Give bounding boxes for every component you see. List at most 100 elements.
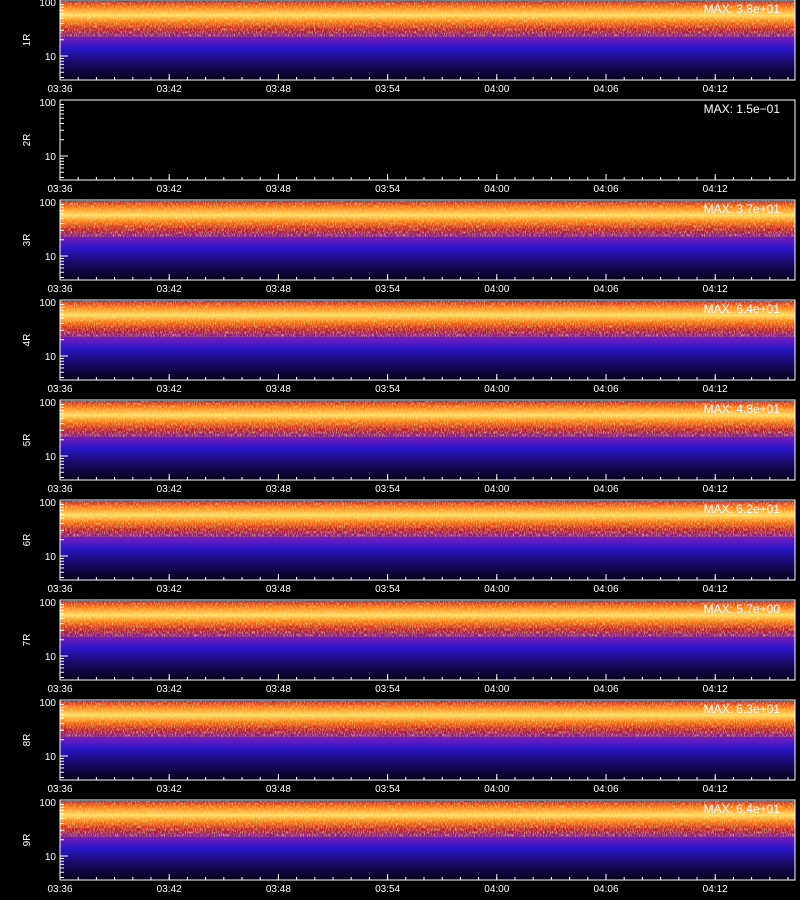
x-tick-label: 04:12: [703, 784, 728, 795]
y-tick-label: 10: [45, 552, 57, 563]
x-tick-label: 04:12: [703, 284, 728, 295]
y-tick-label: 100: [39, 198, 56, 209]
x-tick-label: 04:06: [593, 584, 618, 595]
panel-9r: 100 10 9R MAX: 6.4e+01 03:36 03:42 03:48 03:54 0…: [22, 798, 796, 895]
max-label: MAX: 6.2e+01: [704, 502, 781, 516]
x-tick-label: 04:06: [593, 284, 618, 295]
panel-6r: 100 10 6R MAX: 6.2e+01 03:36 03:42 03:48 03:54 0…: [22, 498, 796, 595]
x-tick-label: 03:54: [375, 284, 400, 295]
x-tick-label: 04:00: [484, 184, 509, 195]
y-tick-label: 100: [39, 0, 56, 9]
y-tick-label: 100: [39, 298, 56, 309]
heatmap-speckle: [60, 301, 795, 337]
x-tick-label: 04:12: [703, 484, 728, 495]
max-label: MAX: 1.5e−01: [704, 102, 781, 116]
x-tick-label: 04:12: [703, 184, 728, 195]
x-tick-label: 04:12: [703, 584, 728, 595]
panel-label: 5R: [22, 434, 33, 447]
y-tick-label: 100: [39, 498, 56, 509]
x-tick-label: 03:48: [266, 384, 291, 395]
x-tick-label: 03:36: [47, 84, 72, 95]
y-tick-label: 100: [39, 98, 56, 109]
x-tick-label: 03:36: [47, 684, 72, 695]
x-tick-label: 04:00: [484, 784, 509, 795]
y-tick-label: 10: [45, 452, 57, 463]
panel-3r: 100 10 3R MAX: 3.7e+01 03:36 03:42 03:48 03:54 0…: [22, 198, 796, 295]
x-tick-label: 04:06: [593, 484, 618, 495]
x-tick-label: 04:12: [703, 684, 728, 695]
x-tick-label: 03:48: [266, 184, 291, 195]
x-tick-label: 03:48: [266, 684, 291, 695]
x-tick-label: 03:42: [157, 284, 182, 295]
x-tick-label: 04:12: [703, 884, 728, 895]
x-tick-label: 03:42: [157, 84, 182, 95]
x-tick-label: 03:36: [47, 384, 72, 395]
y-tick-label: 10: [45, 752, 57, 763]
x-tick-label: 03:54: [375, 584, 400, 595]
x-tick-label: 03:36: [47, 784, 72, 795]
x-tick-label: 03:36: [47, 484, 72, 495]
panel-label: 3R: [22, 234, 33, 247]
x-tick-label: 03:36: [47, 284, 72, 295]
y-tick-label: 100: [39, 798, 56, 809]
x-tick-label: 03:48: [266, 484, 291, 495]
x-tick-label: 04:00: [484, 884, 509, 895]
x-tick-label: 04:00: [484, 284, 509, 295]
x-tick-label: 04:06: [593, 84, 618, 95]
max-label: MAX: 3.8e+01: [704, 2, 781, 16]
x-tick-label: 04:06: [593, 184, 618, 195]
panel-label: 1R: [22, 34, 33, 47]
x-tick-label: 03:48: [266, 584, 291, 595]
y-tick-label: 10: [45, 652, 57, 663]
panel-5r: 100 10 5R MAX: 4.8e+01 03:36 03:42 03:48 03:54 0…: [22, 398, 796, 495]
x-tick-label: 03:42: [157, 884, 182, 895]
x-tick-label: 03:54: [375, 384, 400, 395]
panel-label: 4R: [22, 334, 33, 347]
x-tick-label: 04:06: [593, 384, 618, 395]
y-tick-label: 100: [39, 698, 56, 709]
x-tick-label: 04:00: [484, 584, 509, 595]
panel-8r: 100 10 8R MAX: 6.3e+01 03:36 03:42 03:48 03:54 0…: [22, 698, 796, 795]
x-tick-label: 04:00: [484, 384, 509, 395]
x-tick-label: 04:12: [703, 384, 728, 395]
heatmap-speckle: [60, 601, 795, 637]
x-tick-label: 03:42: [157, 784, 182, 795]
panel-label: 8R: [22, 734, 33, 747]
x-tick-label: 03:54: [375, 84, 400, 95]
panel-2r: 100 10 2R MAX: 1.5e−01 03:36 03:42 03:48 03:54 0…: [22, 98, 796, 195]
heatmap-speckle: [60, 501, 795, 537]
max-label: MAX: 6.4e+01: [704, 302, 781, 316]
x-tick-label: 03:36: [47, 584, 72, 595]
y-tick-label: 100: [39, 598, 56, 609]
x-tick-label: 03:48: [266, 784, 291, 795]
x-tick-label: 03:48: [266, 884, 291, 895]
x-tick-label: 03:36: [47, 884, 72, 895]
heatmap-speckle: [60, 1, 795, 37]
x-tick-label: 03:42: [157, 484, 182, 495]
max-label: MAX: 6.4e+01: [704, 802, 781, 816]
max-label: MAX: 4.8e+01: [704, 402, 781, 416]
y-tick-label: 100: [39, 398, 56, 409]
x-tick-label: 03:54: [375, 684, 400, 695]
y-tick-label: 10: [45, 52, 57, 63]
panel-label: 9R: [22, 834, 33, 847]
x-tick-label: 04:12: [703, 84, 728, 95]
y-tick-label: 10: [45, 252, 57, 263]
x-tick-label: 03:42: [157, 184, 182, 195]
panel-label: 2R: [22, 134, 33, 147]
x-tick-label: 04:06: [593, 684, 618, 695]
panel-1r: 100 10 1R MAX: 3.8e+01 03:36 03:42 03:48 03:54 0…: [22, 0, 796, 95]
x-tick-label: 03:42: [157, 584, 182, 595]
x-tick-label: 03:54: [375, 884, 400, 895]
x-tick-label: 03:48: [266, 84, 291, 95]
panel-label: 6R: [22, 534, 33, 547]
x-tick-label: 04:06: [593, 784, 618, 795]
x-tick-label: 03:54: [375, 484, 400, 495]
x-tick-label: 03:54: [375, 184, 400, 195]
heatmap-speckle: [60, 201, 795, 237]
heatmap-speckle: [60, 801, 795, 837]
x-tick-label: 03:54: [375, 784, 400, 795]
x-tick-label: 03:36: [47, 184, 72, 195]
y-tick-label: 10: [45, 152, 57, 163]
